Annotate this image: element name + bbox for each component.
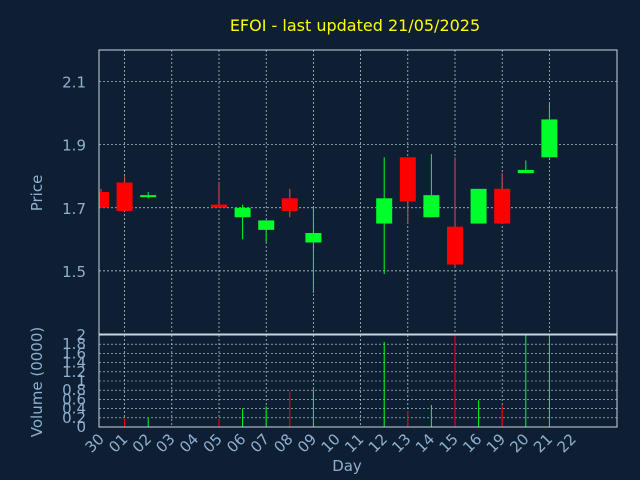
candle-body — [399, 157, 416, 202]
volume-tick-label: 0.6 — [62, 390, 86, 408]
volume-tick-label: 1.6 — [62, 344, 86, 362]
price-panel-frame — [98, 49, 618, 335]
price-tick-label: 1.9 — [62, 137, 86, 155]
candle-body — [140, 195, 157, 198]
x-axis-label: Day — [332, 457, 362, 475]
candle-body — [305, 233, 322, 243]
price-axis-label: Price — [28, 175, 46, 212]
price-tick-label: 2.1 — [62, 74, 86, 92]
candle-body — [470, 188, 487, 224]
volume-tick-label: 0.2 — [62, 409, 86, 427]
volume-tick-label: 1.8 — [62, 335, 86, 353]
price-panel — [99, 103, 558, 293]
volume-tick-label: 2 — [76, 326, 86, 344]
price-tick-label: 1.5 — [62, 263, 86, 281]
volume-tick-label: 0.8 — [62, 381, 86, 399]
volume-axis-label: Volume (0000) — [28, 327, 46, 437]
candle-body — [258, 220, 275, 230]
candle-body — [116, 182, 133, 211]
candle-body — [517, 169, 534, 174]
candle-body — [447, 226, 463, 265]
candle-body — [99, 192, 109, 208]
volume-panel — [124, 335, 550, 427]
price-tick-label: 1.7 — [62, 200, 86, 218]
candle-body — [234, 207, 251, 218]
chart-title: EFOI - last updated 21/05/2025 — [230, 16, 480, 35]
candle-body — [376, 198, 393, 224]
volume-tick-label: 1.2 — [62, 363, 86, 381]
candle-body — [541, 119, 558, 158]
candle-body — [494, 188, 511, 224]
candle-body — [281, 198, 298, 211]
volume-tick-label: 1.4 — [62, 354, 86, 372]
volume-tick-label: 1 — [76, 372, 86, 390]
volume-panel-frame — [98, 334, 618, 428]
candle-body — [423, 195, 440, 218]
volume-tick-label: 0.4 — [62, 400, 86, 418]
volume-tick-label: 0 — [76, 418, 86, 436]
candle-body — [211, 204, 227, 208]
